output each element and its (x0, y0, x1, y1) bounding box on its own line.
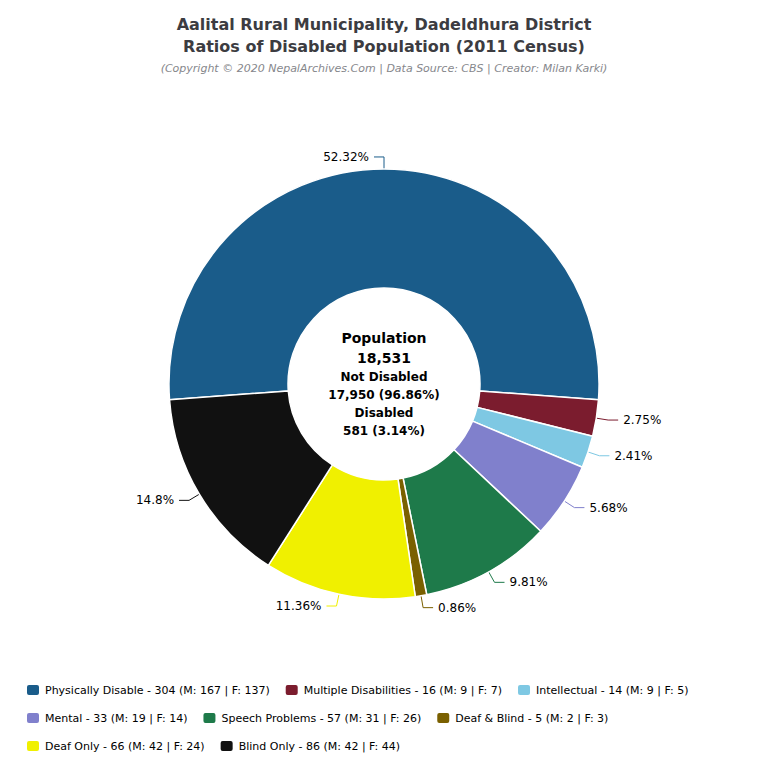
svg-text:Speech Problems - 57 (M: 31 |: Speech Problems - 57 (M: 31 | F: 26) (221, 712, 421, 725)
svg-text:5.68%: 5.68% (589, 501, 627, 515)
svg-text:Mental - 33 (M: 19 | F: 14): Mental - 33 (M: 19 | F: 14) (45, 712, 187, 725)
svg-text:52.32%: 52.32% (323, 150, 369, 164)
svg-text:Disabled: Disabled (355, 406, 414, 420)
svg-text:Aalital Rural Municipality, Da: Aalital Rural Municipality, Dadeldhura D… (177, 15, 592, 34)
svg-text:14.8%: 14.8% (136, 493, 174, 507)
svg-text:18,531: 18,531 (357, 350, 411, 366)
svg-text:Physically Disable - 304 (M: 1: Physically Disable - 304 (M: 167 | F: 13… (45, 684, 270, 697)
svg-text:Population: Population (341, 330, 426, 346)
svg-text:11.36%: 11.36% (276, 599, 322, 613)
svg-text:17,950 (96.86%): 17,950 (96.86%) (328, 388, 439, 402)
svg-text:Not Disabled: Not Disabled (341, 370, 428, 384)
svg-text:2.75%: 2.75% (623, 413, 661, 427)
svg-text:Blind Only - 86 (M: 42 | F: 44: Blind Only - 86 (M: 42 | F: 44) (239, 740, 400, 753)
svg-text:Ratios of Disabled Population: Ratios of Disabled Population (2011 Cens… (183, 37, 585, 56)
svg-text:581 (3.14%): 581 (3.14%) (343, 424, 425, 438)
svg-text:Deaf Only - 66 (M: 42 | F: 24): Deaf Only - 66 (M: 42 | F: 24) (45, 740, 205, 753)
svg-text:2.41%: 2.41% (614, 449, 652, 463)
svg-text:Multiple Disabilities - 16 (M:: Multiple Disabilities - 16 (M: 9 | F: 7) (304, 684, 502, 697)
svg-text:9.81%: 9.81% (510, 575, 548, 589)
svg-text:(Copyright © 2020 NepalArchive: (Copyright © 2020 NepalArchives.Com | Da… (161, 62, 608, 75)
svg-text:Intellectual - 14 (M: 9 | F: 5: Intellectual - 14 (M: 9 | F: 5) (536, 684, 688, 697)
svg-text:0.86%: 0.86% (438, 601, 476, 615)
svg-text:Deaf & Blind - 5 (M: 2 | F: 3): Deaf & Blind - 5 (M: 2 | F: 3) (455, 712, 608, 725)
